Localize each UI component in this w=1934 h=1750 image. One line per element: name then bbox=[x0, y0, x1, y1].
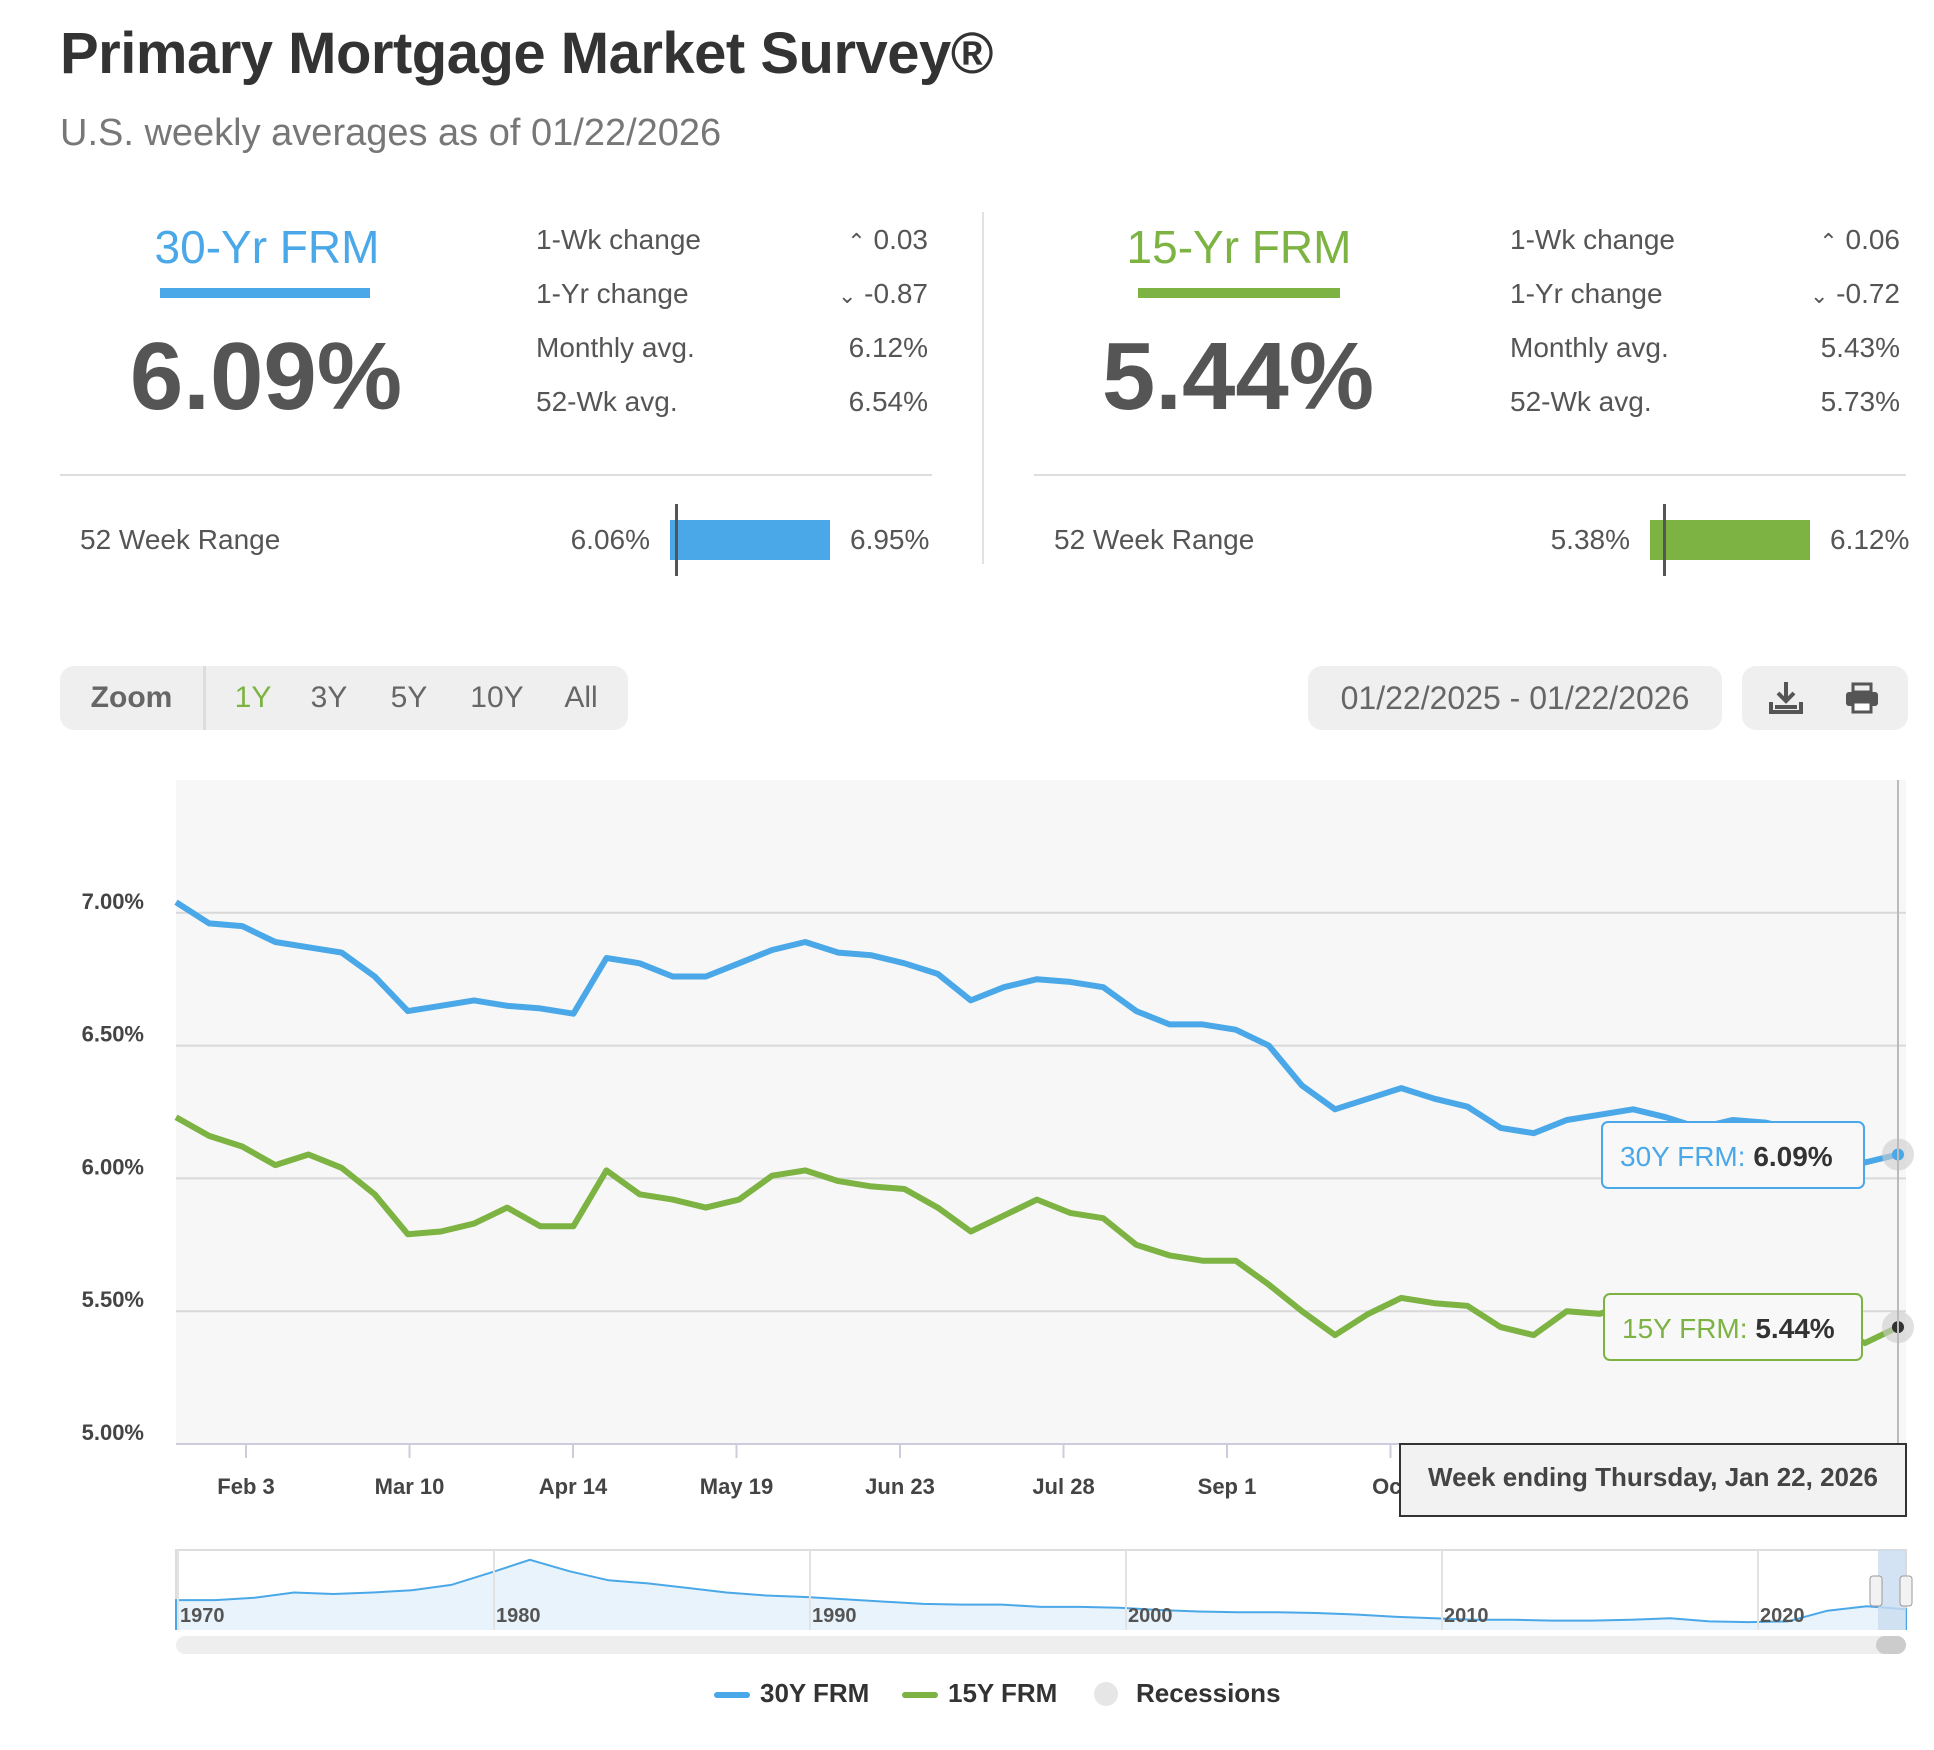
zoom-all-button[interactable]: All bbox=[564, 681, 598, 714]
tooltip-date-text: Week ending Thursday, Jan 22, 2026 bbox=[1428, 1462, 1878, 1492]
range-low: 5.38% bbox=[1550, 524, 1630, 555]
range-bar-15yr bbox=[1650, 504, 1810, 576]
rate-name-15yr: 15-Yr FRM bbox=[1126, 221, 1352, 273]
range-marker bbox=[674, 504, 678, 576]
legend-swatch-15y bbox=[902, 1692, 938, 1698]
caret-up-icon: ⌃ bbox=[1819, 229, 1838, 254]
tooltip-30y: 30Y FRM: 6.09% bbox=[1601, 1121, 1865, 1189]
rate-value-15yr: 5.44% bbox=[1101, 323, 1375, 430]
range-high: 6.12% bbox=[1830, 524, 1910, 555]
stat-value: 5.43% bbox=[1820, 332, 1900, 363]
stat-label: 1-Yr change bbox=[536, 278, 689, 309]
navigator-handle-right[interactable] bbox=[1899, 1575, 1913, 1607]
zoom-1y-button[interactable]: 1Y bbox=[234, 681, 272, 714]
rate-color-bar-15yr bbox=[1138, 288, 1340, 298]
divider bbox=[1034, 474, 1906, 476]
navigator-scrollbar[interactable] bbox=[176, 1636, 1906, 1654]
page-subtitle: U.S. weekly averages as of 01/22/2026 bbox=[60, 112, 722, 154]
navigator-series bbox=[175, 1558, 1907, 1630]
x-tick-label: May 19 bbox=[700, 1474, 773, 1499]
rate-value-30yr: 6.09% bbox=[129, 323, 403, 430]
zoom-5y-button[interactable]: 5Y bbox=[390, 681, 428, 714]
caret-down-icon: ⌄ bbox=[837, 283, 857, 308]
stat-value: 6.12% bbox=[848, 332, 928, 363]
range-bar-30yr bbox=[670, 504, 830, 576]
tooltip-date: Week ending Thursday, Jan 22, 2026 bbox=[1399, 1443, 1907, 1517]
navigator-handle-left[interactable] bbox=[1869, 1575, 1883, 1607]
caret-down-icon: ⌄ bbox=[1809, 283, 1829, 308]
caret-up-icon: ⌃ bbox=[847, 229, 866, 254]
x-tick-label: Sep 1 bbox=[1198, 1474, 1257, 1499]
navigator-label: 1970 bbox=[180, 1605, 225, 1627]
stat-value: ⌄ -0.72 bbox=[1809, 278, 1900, 309]
x-tick-label: Mar 10 bbox=[375, 1474, 445, 1499]
stat-label: 52-Wk avg. bbox=[536, 386, 678, 417]
tooltip-15y: 15Y FRM: 5.44% bbox=[1603, 1293, 1863, 1361]
tooltip-text: 15Y FRM: 5.44% bbox=[1622, 1313, 1835, 1344]
stat-value: 5.73% bbox=[1820, 386, 1900, 417]
stat-value: 6.54% bbox=[848, 386, 928, 417]
zoom-3y-button[interactable]: 3Y bbox=[310, 681, 348, 714]
page-title: Primary Mortgage Market Survey® bbox=[60, 21, 994, 86]
stat-value: ⌃ 0.06 bbox=[1819, 224, 1900, 255]
range-low: 6.06% bbox=[570, 524, 650, 555]
navigator-label: 2020 bbox=[1760, 1605, 1805, 1627]
y-tick-label: 5.00% bbox=[82, 1420, 144, 1445]
legend-item-30y[interactable]: 30Y FRM bbox=[760, 1678, 870, 1708]
scrollbar-thumb[interactable] bbox=[1876, 1636, 1906, 1654]
navigator-label: 2010 bbox=[1444, 1605, 1489, 1627]
stat-label: 1-Wk change bbox=[536, 224, 701, 255]
tooltip-box bbox=[1601, 1121, 1865, 1189]
range-label: 52 Week Range bbox=[80, 524, 281, 555]
range-high: 6.95% bbox=[850, 524, 930, 555]
stat-label: 1-Yr change bbox=[1510, 278, 1663, 309]
x-tick-label: Jun 23 bbox=[865, 1474, 935, 1499]
zoom-10y-button[interactable]: 10Y bbox=[470, 681, 524, 714]
stat-label: Monthly avg. bbox=[1510, 332, 1669, 363]
rate-history-chart[interactable]: 5.00% 5.50% 6.00% 6.50% 7.00% Feb 3 Mar 10 Apr… bbox=[0, 770, 1934, 1630]
divider bbox=[60, 474, 932, 476]
range-label: 52 Week Range bbox=[1054, 524, 1255, 555]
y-tick-label: 6.50% bbox=[82, 1022, 144, 1047]
stat-value: ⌃ 0.03 bbox=[847, 224, 928, 255]
zoom-label: Zoom bbox=[60, 666, 206, 730]
zoom-control bbox=[60, 666, 628, 730]
legend-swatch-recessions bbox=[1094, 1682, 1118, 1706]
panel-divider bbox=[982, 212, 984, 564]
navigator-label: 1980 bbox=[496, 1605, 541, 1627]
date-range-display[interactable]: 01/22/2025 - 01/22/2026 bbox=[1308, 666, 1722, 730]
stat-label: 1-Wk change bbox=[1510, 224, 1675, 255]
print-icon[interactable] bbox=[1842, 678, 1882, 718]
y-tick-label: 7.00% bbox=[82, 889, 144, 914]
stat-value: ⌄ -0.87 bbox=[837, 278, 928, 309]
tooltip-text: 30Y FRM: 6.09% bbox=[1620, 1141, 1833, 1172]
download-icon[interactable] bbox=[1766, 678, 1806, 718]
navigator-label: 2000 bbox=[1128, 1605, 1173, 1627]
stat-label: 52-Wk avg. bbox=[1510, 386, 1652, 417]
tooltip-box bbox=[1603, 1293, 1863, 1361]
export-toolbar bbox=[1742, 666, 1908, 730]
x-tick-label: Feb 3 bbox=[217, 1474, 274, 1499]
y-tick-label: 5.50% bbox=[82, 1287, 144, 1312]
x-tick-label: Jul 28 bbox=[1032, 1474, 1094, 1499]
tooltip-date-box bbox=[1399, 1443, 1907, 1517]
navigator-label: 1990 bbox=[812, 1605, 857, 1627]
rate-name-30yr: 30-Yr FRM bbox=[154, 221, 380, 273]
rate-color-bar-30yr bbox=[160, 288, 370, 298]
y-tick-label: 6.00% bbox=[82, 1154, 144, 1179]
legend-item-recessions[interactable]: Recessions bbox=[1136, 1678, 1281, 1708]
series-line-30y bbox=[174, 899, 1899, 1166]
stat-label: Monthly avg. bbox=[536, 332, 695, 363]
x-tick-label: Apr 14 bbox=[539, 1474, 608, 1499]
range-marker bbox=[1662, 504, 1666, 576]
legend-item-15y[interactable]: 15Y FRM bbox=[948, 1678, 1058, 1708]
legend-swatch-30y bbox=[714, 1692, 750, 1698]
